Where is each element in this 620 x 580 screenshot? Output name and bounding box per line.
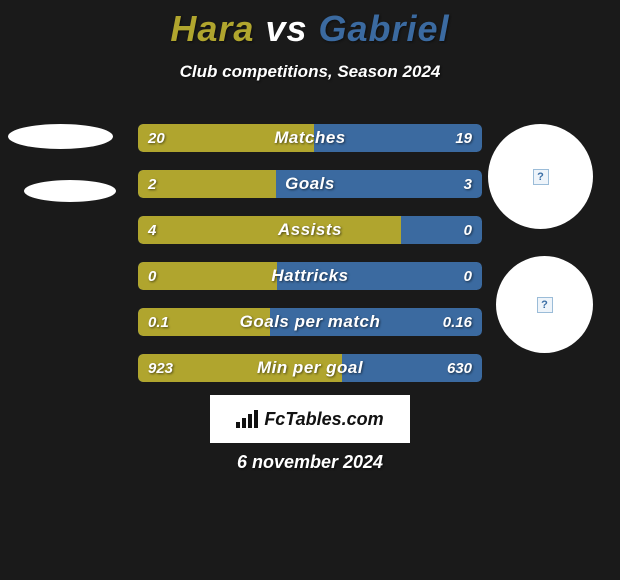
stat-value-right: 630 [447, 354, 472, 382]
stat-value-left: 923 [148, 354, 173, 382]
subtitle: Club competitions, Season 2024 [0, 62, 620, 82]
watermark-text: FcTables.com [264, 409, 383, 430]
stat-label: Min per goal [138, 354, 482, 382]
stat-label: Goals [138, 170, 482, 198]
comparison-chart: Matches2019Goals23Assists40Hattricks00Go… [138, 124, 482, 400]
stat-label: Hattricks [138, 262, 482, 290]
stat-value-right: 0 [464, 262, 472, 290]
title-vs: vs [265, 8, 307, 49]
stat-value-left: 20 [148, 124, 165, 152]
stat-row: Hattricks0 0 [138, 262, 482, 290]
stat-row: Min per goal923 630 [138, 354, 482, 382]
stat-value-right: 0 [464, 216, 472, 244]
stat-label: Assists [138, 216, 482, 244]
stat-value-left: 4 [148, 216, 156, 244]
placeholder-icon: ? [533, 169, 549, 185]
watermark: FcTables.com [210, 395, 410, 443]
stat-value-right: 0.16 [443, 308, 472, 336]
stat-row: Matches20 19 [138, 124, 482, 152]
decor-circle-right-2: ? [496, 256, 593, 353]
placeholder-icon: ? [537, 297, 553, 313]
decor-circle-right-1: ? [488, 124, 593, 229]
decor-ellipse-left-1 [8, 124, 113, 149]
title-player1: Hara [170, 8, 254, 49]
decor-ellipse-left-2 [24, 180, 116, 202]
stat-value-right: 3 [464, 170, 472, 198]
stat-row: Assists4 0 [138, 216, 482, 244]
page-title: Hara vs Gabriel [0, 0, 620, 50]
stat-value-left: 0.1 [148, 308, 169, 336]
stat-row: Goals2 3 [138, 170, 482, 198]
stat-value-right: 19 [455, 124, 472, 152]
stat-row: Goals per match0.1 0.16 [138, 308, 482, 336]
stat-label: Goals per match [138, 308, 482, 336]
stat-value-left: 0 [148, 262, 156, 290]
bars-icon [236, 410, 258, 428]
stat-value-left: 2 [148, 170, 156, 198]
stat-label: Matches [138, 124, 482, 152]
title-player2: Gabriel [319, 8, 450, 49]
date-label: 6 november 2024 [0, 452, 620, 473]
